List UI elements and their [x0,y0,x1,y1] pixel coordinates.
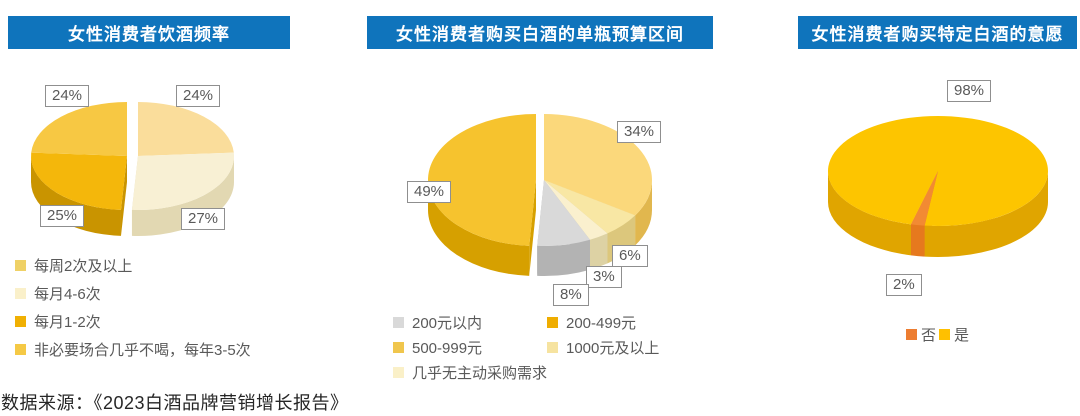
legend-item: 500-999元 [393,339,483,357]
legend-swatch [15,287,26,299]
pct-callout: 49% [407,181,452,203]
legend-label: 几乎无主动采购需求 [412,364,548,382]
pie-slice-每月1-2次 [31,152,128,210]
legend-swatch [547,341,558,353]
data-source-note: 数据来源：《2023白酒品牌营销增长报告》 [1,393,349,413]
pct-callout: 34% [617,121,662,143]
legend-label: 否 [921,327,937,344]
legend-swatch [906,329,917,340]
pie-side-500-999元 [635,180,652,246]
pie-slice-每月4-6次 [131,152,234,210]
chart2-title-bar: 女性消费者购买白酒的单瓶预算区间 [367,16,713,49]
chart3-title-bar: 女性消费者购买特定白酒的意愿 [798,16,1077,49]
legend-item: 每月1-2次 [15,313,101,331]
chart3-legend: 否 是 [906,324,972,345]
legend-label: 500-999元 [412,339,483,357]
legend-item: 1000元及以上 [547,339,660,357]
pie-slice-是 [828,116,1049,227]
legend-item: 每月4-6次 [15,285,101,303]
pct-callout: 6% [612,245,648,267]
legend-item: 200-499元 [547,314,637,332]
pie-slice-1000元及以上 [544,180,636,234]
pct-callout: 8% [553,284,589,306]
legend-swatch [15,259,26,271]
legend-label: 非必要场合几乎不喝，每年3-5次 [34,341,251,359]
legend-label: 200-499元 [566,314,637,332]
pct-callout: 98% [947,80,992,102]
pie-slice-200-499元 [427,114,536,246]
pct-callout: 24% [45,85,90,107]
legend-label: 每月4-6次 [34,285,101,303]
pie-side-是 [828,171,912,256]
legend-label: 1000元及以上 [566,339,660,357]
legend-swatch [393,366,404,378]
legend-label: 每周2次及以上 [34,257,133,275]
legend-label: 每月1-2次 [34,313,101,331]
legend-swatch [15,343,26,355]
chart1-title-bar: 女性消费者饮酒频率 [8,16,290,49]
pie-slice-否 [911,171,938,226]
legend-label: 是 [954,327,970,344]
chart2-title: 女性消费者购买白酒的单瓶预算区间 [396,25,684,44]
legend-swatch [547,316,558,328]
pct-callout: 2% [886,274,922,296]
pie-slice-几乎无主动采购需求 [544,180,608,240]
pie-side-200元以内 [537,239,590,276]
legend-swatch [393,316,404,328]
legend-item: 几乎无主动采购需求 [393,364,548,382]
legend-swatch [393,341,404,353]
pie-slice-非必要场合几乎不喝，每年3-5次 [31,102,127,156]
chart3-title: 女性消费者购买特定白酒的意愿 [811,25,1064,44]
legend-swatch [15,315,26,327]
chart1-title: 女性消费者饮酒频率 [68,25,230,44]
pie-side-否 [911,224,925,257]
legend-swatch [939,329,951,340]
pct-callout: 27% [181,208,226,230]
legend-item: 200元以内 [393,314,483,332]
pie-side-200-499元 [428,180,530,276]
pie-cut-face [529,180,536,276]
pie-cut-face [120,156,127,236]
pct-callout: 24% [176,85,221,107]
pie-slice-200元以内 [537,180,590,247]
pie-side-是 [924,171,1048,257]
pct-callout: 3% [586,266,622,288]
legend-item: 每周2次及以上 [15,257,133,275]
legend-item: 非必要场合几乎不喝，每年3-5次 [15,341,251,359]
pct-callout: 25% [40,205,85,227]
pie-side-几乎无主动采购需求 [589,233,608,270]
pie-slice-每周2次及以上 [138,102,234,156]
legend-label: 200元以内 [412,314,483,332]
